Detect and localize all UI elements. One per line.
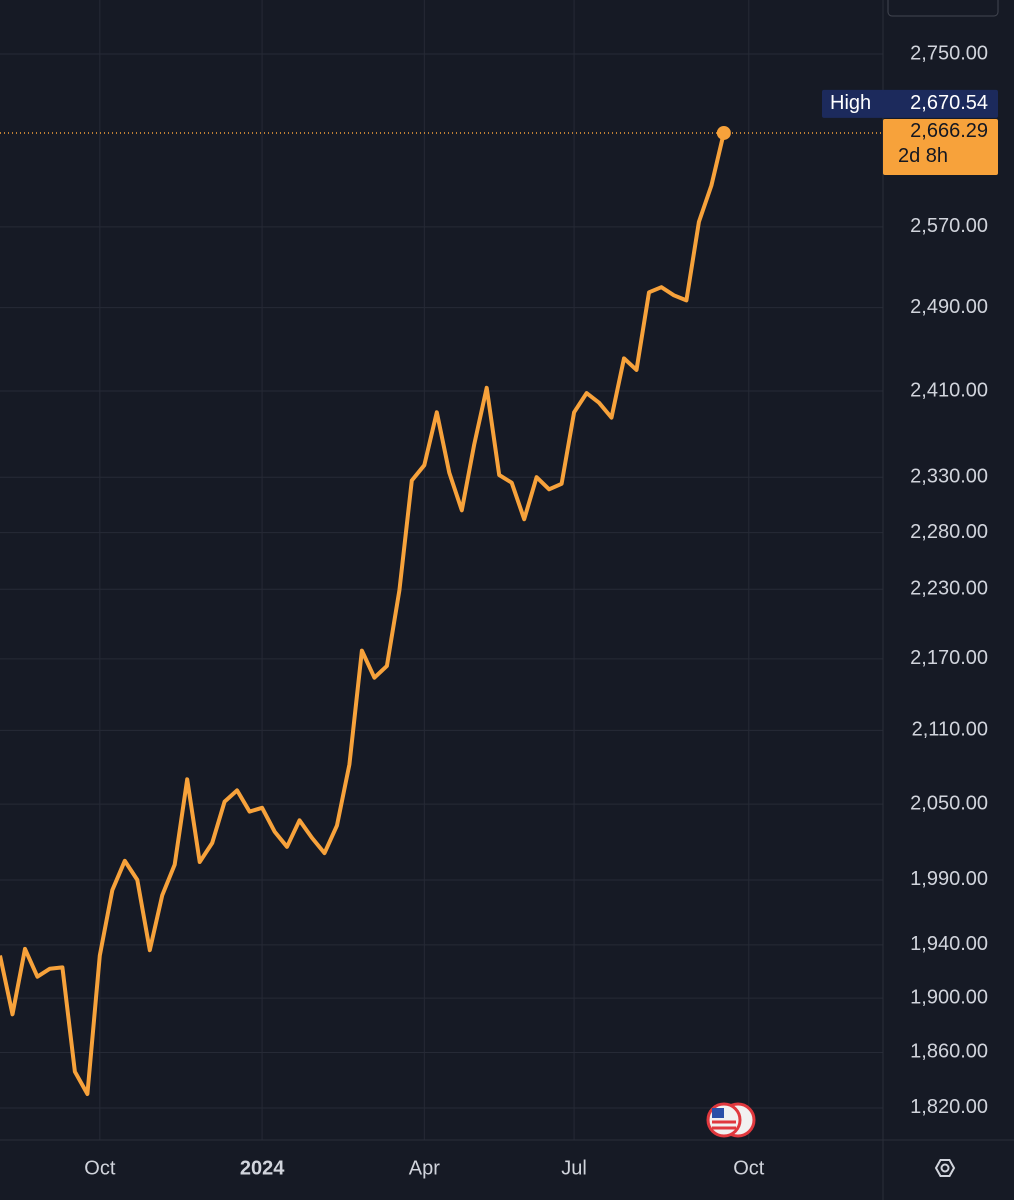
x-tick-label: Apr bbox=[409, 1157, 440, 1179]
y-tick-label: 2,170.00 bbox=[910, 647, 988, 669]
y-tick-label: 2,280.00 bbox=[910, 521, 988, 543]
high-tag-label: 2,670.54 bbox=[910, 92, 988, 114]
y-tick-label: 2,570.00 bbox=[910, 215, 988, 237]
y-tick-label: 2,110.00 bbox=[912, 719, 988, 741]
y-tick-label: 1,900.00 bbox=[910, 986, 988, 1008]
x-tick-label: Jul bbox=[561, 1157, 587, 1179]
x-tick-label: Oct bbox=[84, 1157, 116, 1179]
y-tick-label: 2,230.00 bbox=[910, 577, 988, 599]
grid bbox=[0, 0, 883, 1140]
y-tick-label: 2,330.00 bbox=[910, 465, 988, 487]
settings-button[interactable] bbox=[934, 1159, 956, 1177]
y-tick-label: 1,860.00 bbox=[910, 1041, 988, 1063]
x-tick-label: Oct bbox=[733, 1157, 765, 1179]
x-tick-label: 2024 bbox=[240, 1157, 285, 1179]
y-tick-label: 1,820.00 bbox=[910, 1096, 988, 1118]
last-point bbox=[716, 125, 731, 140]
y-tick-label: 2,490.00 bbox=[910, 296, 988, 318]
price-tag bbox=[883, 118, 998, 175]
toolbar-button[interactable] bbox=[887, 0, 999, 17]
y-tick-label: 2,750.00 bbox=[910, 42, 988, 64]
event-flags[interactable] bbox=[706, 1102, 756, 1138]
y-tick-label: 2,050.00 bbox=[910, 792, 988, 814]
high-tag bbox=[822, 89, 998, 118]
price-tag-label: 2,666.29 bbox=[910, 120, 988, 142]
high-tag-name: High bbox=[830, 92, 871, 114]
countdown-label: 2d 8h bbox=[898, 145, 948, 167]
y-tick-label: 1,940.00 bbox=[910, 933, 988, 955]
y-tick-label: 1,990.00 bbox=[910, 868, 988, 890]
price-line bbox=[0, 132, 726, 1096]
y-tick-label: 2,410.00 bbox=[910, 379, 988, 401]
